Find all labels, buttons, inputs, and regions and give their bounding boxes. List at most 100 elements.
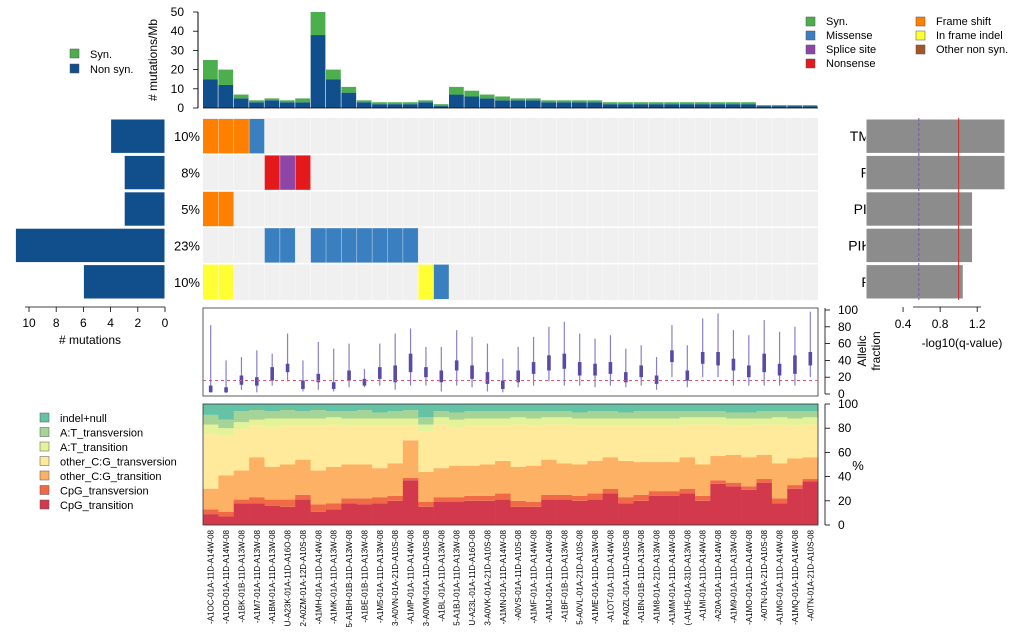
spectrum-segment bbox=[602, 418, 619, 426]
spectrum-segment bbox=[525, 425, 542, 466]
spectrum-segment bbox=[249, 425, 265, 458]
oncoprint-percent-label: 10% bbox=[174, 129, 200, 144]
spectrum-segment bbox=[233, 429, 250, 471]
spectrum-legend-swatch bbox=[39, 441, 50, 452]
gene-count-x-label: # mutations bbox=[59, 333, 121, 347]
spectrum-segment bbox=[679, 493, 696, 525]
spectrum-segment bbox=[664, 404, 680, 412]
spectrum-segment bbox=[372, 425, 388, 469]
af-iqr-box bbox=[224, 387, 228, 393]
spectrum-y-tick-label: 0 bbox=[838, 518, 845, 532]
spectrum-segment bbox=[449, 502, 465, 525]
spectrum-segment bbox=[587, 493, 604, 500]
sample-label: U-A23K-01A-11D-A16O-08 bbox=[284, 529, 293, 626]
spectrum-segment bbox=[525, 465, 542, 503]
sample-label: -A1MO-01A-11D-A14W-08 bbox=[745, 529, 754, 624]
burden-bar-syn bbox=[633, 102, 649, 105]
spectrum-segment bbox=[802, 417, 819, 425]
spectrum-segment bbox=[203, 488, 219, 510]
spectrum-segment bbox=[525, 404, 542, 412]
sample-label: -A1M7-01A-11D-A13W-08 bbox=[253, 529, 262, 623]
spectrum-segment bbox=[326, 417, 342, 425]
spectrum-segment bbox=[402, 440, 419, 478]
spectrum-segment bbox=[679, 424, 696, 458]
spectrum-segment bbox=[710, 456, 727, 481]
burden-bar-nonsyn bbox=[310, 35, 326, 108]
spectrum-segment bbox=[695, 495, 711, 501]
spectrum-segment bbox=[218, 404, 235, 420]
spectrum-segment bbox=[449, 497, 465, 503]
spectrum-segment bbox=[618, 418, 634, 426]
spectrum-segment bbox=[464, 500, 481, 525]
burden-bar-nonsyn bbox=[541, 102, 557, 108]
spectrum-segment bbox=[449, 465, 465, 498]
spectrum-segment bbox=[310, 504, 327, 512]
spectrum-segment bbox=[541, 459, 557, 495]
burden-y-tick-label: 30 bbox=[171, 43, 185, 57]
spectrum-segment bbox=[725, 418, 742, 426]
spectrum-segment bbox=[741, 404, 757, 413]
spectrum-segment bbox=[787, 488, 803, 525]
spectrum-segment bbox=[648, 491, 665, 496]
spectrum-segment bbox=[664, 411, 680, 419]
sample-label: -A1MG-01A-11D-A14W-08 bbox=[776, 529, 785, 624]
sample-label: -A1BE-01B-11D-A13W-08 bbox=[360, 529, 369, 622]
spectrum-segment bbox=[802, 404, 819, 412]
burden-bar-nonsyn bbox=[695, 104, 710, 108]
spectrum-segment bbox=[648, 404, 665, 412]
spectrum-segment bbox=[695, 500, 711, 525]
spectrum-segment bbox=[633, 494, 650, 501]
burden-bar-syn bbox=[203, 60, 218, 80]
spectrum-segment bbox=[679, 488, 696, 494]
spectrum-segment bbox=[541, 424, 557, 460]
af-y-axis-label: Allelic bbox=[855, 335, 869, 366]
spectrum-segment bbox=[418, 502, 434, 507]
spectrum-segment bbox=[295, 459, 311, 495]
spectrum-segment bbox=[756, 482, 773, 525]
gene-count-bar bbox=[14, 227, 166, 264]
oncoprint-cell-frame-shift bbox=[218, 191, 234, 227]
af-iqr-box bbox=[439, 370, 444, 383]
burden-right-legend: Syn. Missense Splice site Nonsense Frame… bbox=[805, 16, 1008, 70]
burden-bar-nonsyn bbox=[618, 104, 633, 108]
spectrum-segment bbox=[295, 499, 311, 525]
sample-label: -A1M8-01A-21D-A13W-08 bbox=[653, 529, 662, 623]
spectrum-segment bbox=[341, 418, 358, 426]
sample-labels: -A1OC-01A-11D-A14W-08 -A1OD-01A-11D-A14W-… bbox=[207, 529, 816, 627]
spectrum-segment bbox=[741, 486, 757, 490]
spectrum-segment bbox=[233, 404, 250, 412]
burden-bar-nonsyn bbox=[741, 104, 756, 108]
spectrum-segment bbox=[464, 418, 481, 426]
sample-label: -A1MJ-01A-11D-A14W-08 bbox=[545, 529, 554, 622]
sample-label: 5-A1BH-01B-11D-A13W-08 bbox=[345, 529, 354, 627]
spectrum-segment bbox=[203, 424, 219, 435]
spectrum-segment bbox=[602, 404, 619, 412]
af-y-tick-label: 40 bbox=[838, 353, 852, 367]
spectrum-segment bbox=[556, 494, 573, 500]
spectrum-segment bbox=[264, 505, 281, 525]
spectrum-segment bbox=[402, 480, 419, 525]
spectrum-segment bbox=[802, 479, 819, 482]
spectrum-segment bbox=[233, 411, 250, 423]
af-y-ticks: 0 20 40 60 80 100 bbox=[825, 303, 858, 401]
qvalue-bar bbox=[865, 118, 1006, 154]
gene-count-x-tick-label: 0 bbox=[162, 316, 169, 330]
spectrum-segment bbox=[218, 435, 235, 476]
spectrum-segment bbox=[725, 404, 742, 413]
oncoprint-cell-missense bbox=[341, 228, 357, 263]
spectrum-segment bbox=[341, 464, 358, 499]
sample-label: -A1MF-01A-11D-A14W-08 bbox=[530, 529, 539, 623]
spectrum-segment bbox=[249, 503, 265, 525]
spectrum-segment bbox=[387, 463, 404, 496]
burden-bar-syn bbox=[402, 102, 418, 105]
af-y-tick-label: 0 bbox=[838, 387, 845, 401]
spectrum-segment bbox=[525, 411, 542, 419]
sample-label: 3-A0VK-01A-21D-A10S-08 bbox=[483, 529, 492, 625]
spectrum-segment bbox=[264, 411, 281, 419]
spectrum-segment bbox=[249, 497, 265, 504]
spectrum-segment bbox=[449, 404, 465, 413]
spectrum-segment bbox=[541, 411, 557, 418]
oncoprint-cell-missense bbox=[402, 228, 419, 263]
spectrum-segment bbox=[771, 411, 788, 418]
spectrum-segment bbox=[618, 425, 634, 461]
